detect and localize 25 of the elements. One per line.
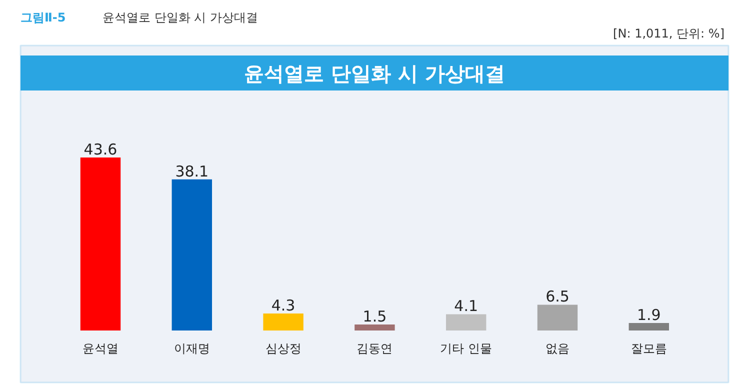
bar	[446, 314, 486, 330]
chart-title: 윤석열로 단일화 시 가상대결	[244, 62, 505, 86]
chart-subtitle: 윤석열로 단일화 시 가상대결	[102, 10, 258, 24]
bar	[537, 304, 578, 330]
data-label: 38.1	[175, 162, 209, 180]
x-tick-label: 없음	[546, 342, 570, 356]
text: [N: 1,011, 단위: %]	[613, 26, 725, 40]
text: 그림Ⅱ-5	[20, 10, 66, 24]
data-label: 4.1	[454, 297, 478, 316]
data-label: 6.5	[546, 288, 570, 306]
bar	[80, 158, 121, 330]
data-label: 1.9	[636, 306, 661, 324]
data-label: 1.5	[362, 308, 387, 326]
bar	[263, 313, 304, 330]
x-tick-label: 윤석열	[82, 342, 118, 356]
data-label: 43.6	[84, 140, 118, 158]
x-tick-label: 김동연	[356, 342, 393, 356]
x-tick-label: 심상정	[265, 342, 302, 356]
bar	[172, 179, 212, 330]
bar	[628, 322, 670, 330]
x-tick-label: 잘모름	[630, 342, 667, 356]
x-tick-label: 이재명	[174, 342, 210, 356]
x-tick-label: 기타 인물	[440, 342, 492, 356]
data-label: 4.3	[271, 296, 296, 314]
bar	[354, 324, 395, 330]
